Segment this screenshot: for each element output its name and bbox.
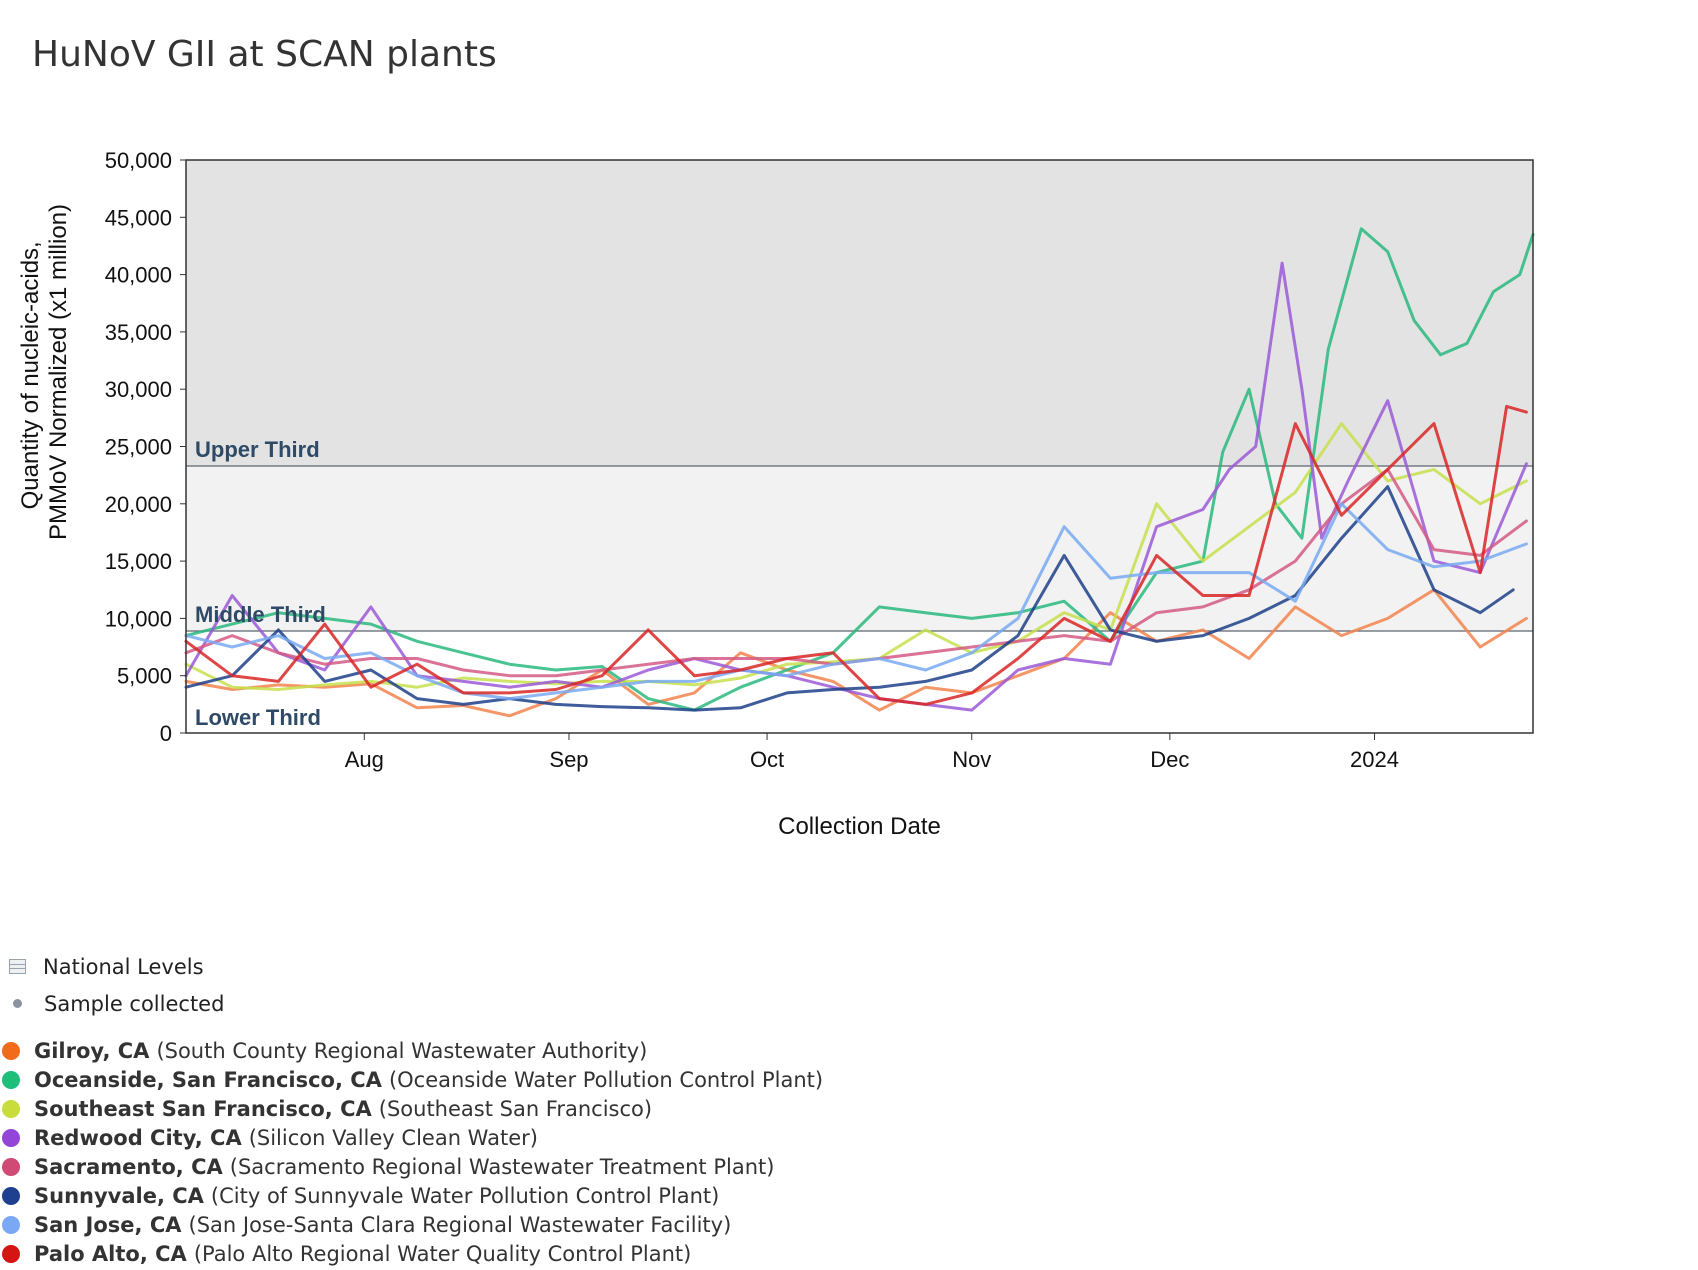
y-axis: 0 5,000 10,000 15,000 20,000 25,000 30,000 35,0… bbox=[105, 148, 186, 746]
legend-plant: (San Jose-Santa Clara Regional Wastewate… bbox=[188, 1212, 732, 1237]
legend-city: Sacramento, CA bbox=[34, 1154, 223, 1179]
x-axis: Aug Sep Oct Nov Dec 2024 bbox=[345, 733, 1399, 772]
legend-label: Sample collected bbox=[44, 991, 225, 1016]
legend-item-national-levels[interactable]: National Levels bbox=[0, 948, 1000, 985]
legend-city: San Jose, CA bbox=[34, 1212, 182, 1237]
y-tick-label: 35,000 bbox=[105, 320, 172, 345]
legend-site-list: Gilroy, CA (South County Regional Wastewa… bbox=[0, 1036, 1000, 1268]
x-tick-label: 2024 bbox=[1350, 747, 1399, 772]
y-tick-label: 45,000 bbox=[105, 205, 172, 230]
grid-icon bbox=[9, 959, 26, 974]
dot-icon bbox=[13, 999, 22, 1008]
legend-city: Southeast San Francisco, CA bbox=[34, 1096, 372, 1121]
x-tick-label: Sep bbox=[549, 747, 588, 772]
legend-plant: (South County Regional Wastewater Author… bbox=[156, 1038, 648, 1063]
legend-city: Palo Alto, CA bbox=[34, 1241, 187, 1266]
legend-plant: (City of Sunnyvale Water Pollution Contr… bbox=[210, 1183, 720, 1208]
y-tick-label: 5,000 bbox=[117, 664, 172, 689]
x-tick-label: Dec bbox=[1150, 747, 1189, 772]
band-label: Middle Third bbox=[195, 602, 326, 627]
series-color-dot-icon bbox=[2, 1099, 20, 1118]
series-color-dot-icon bbox=[2, 1215, 20, 1234]
x-axis-title: Collection Date bbox=[778, 813, 941, 840]
series-line bbox=[184, 502, 1528, 701]
legend-plant: (Silicon Valley Clean Water) bbox=[248, 1125, 538, 1150]
legend-item[interactable]: Southeast San Francisco, CA (Southeast Sa… bbox=[0, 1094, 1000, 1123]
band-labels: Lower Third Middle Third Upper Third bbox=[195, 437, 326, 730]
legend-plant: (Palo Alto Regional Water Quality Contro… bbox=[193, 1241, 692, 1266]
series-color-dot-icon bbox=[2, 1128, 20, 1147]
y-axis-title-line-2: PMMoV Normalized (x1 million) bbox=[45, 204, 72, 540]
y-tick-label: 0 bbox=[160, 721, 172, 746]
legend-meta: National Levels Sample collected bbox=[0, 948, 1000, 1022]
series-color-dot-icon bbox=[2, 1070, 20, 1089]
y-tick-label: 10,000 bbox=[105, 606, 172, 631]
legend-item[interactable]: Sacramento, CA (Sacramento Regional Waste… bbox=[0, 1152, 1000, 1181]
y-tick-label: 25,000 bbox=[105, 435, 172, 460]
chart-title: HuNoV GII at SCAN plants bbox=[32, 34, 497, 75]
legend-plant: (Southeast San Francisco) bbox=[378, 1096, 653, 1121]
series-lines bbox=[184, 227, 1535, 718]
legend-item[interactable]: Oceanside, San Francisco, CA (Oceanside W… bbox=[0, 1065, 1000, 1094]
y-tick-label: 20,000 bbox=[105, 492, 172, 517]
legend: National Levels Sample collected Gilroy,… bbox=[0, 948, 1000, 1268]
legend-label: National Levels bbox=[43, 954, 204, 979]
legend-item[interactable]: Gilroy, CA (South County Regional Wastewa… bbox=[0, 1036, 1000, 1065]
legend-item[interactable]: Palo Alto, CA (Palo Alto Regional Water Q… bbox=[0, 1239, 1000, 1268]
series-line bbox=[184, 588, 1528, 718]
series-color-dot-icon bbox=[2, 1186, 20, 1205]
legend-city: Redwood City, CA bbox=[34, 1125, 242, 1150]
band-upper-third bbox=[186, 160, 1533, 466]
legend-plant: (Sacramento Regional Wastewater Treatmen… bbox=[229, 1154, 775, 1179]
legend-city: Gilroy, CA bbox=[34, 1038, 150, 1063]
legend-city: Sunnyvale, CA bbox=[34, 1183, 204, 1208]
series-line bbox=[184, 404, 1528, 706]
legend-item[interactable]: Redwood City, CA (Silicon Valley Clean Wa… bbox=[0, 1123, 1000, 1152]
level-bands bbox=[186, 160, 1533, 733]
series-color-dot-icon bbox=[2, 1157, 20, 1176]
band-middle-third bbox=[186, 465, 1533, 632]
band-label: Lower Third bbox=[195, 705, 321, 730]
series-color-dot-icon bbox=[2, 1041, 20, 1060]
y-tick-label: 15,000 bbox=[105, 549, 172, 574]
y-axis-title: Quantity of nucleic-acids, PMMoV Normali… bbox=[17, 204, 72, 540]
band-label: Upper Third bbox=[195, 437, 320, 462]
y-axis-title-line-1: Quantity of nucleic-acids, bbox=[17, 241, 44, 509]
legend-item-sample-collected[interactable]: Sample collected bbox=[0, 985, 1000, 1022]
series-line bbox=[184, 227, 1535, 712]
y-tick-label: 50,000 bbox=[105, 148, 172, 173]
y-tick-label: 30,000 bbox=[105, 377, 172, 402]
legend-item[interactable]: San Jose, CA (San Jose-Santa Clara Region… bbox=[0, 1210, 1000, 1239]
legend-item[interactable]: Sunnyvale, CA (City of Sunnyvale Water Po… bbox=[0, 1181, 1000, 1210]
legend-city: Oceanside, San Francisco, CA bbox=[34, 1067, 382, 1092]
x-tick-label: Nov bbox=[952, 747, 991, 772]
line-chart: Lower Third Middle Third Upper Third 0 5,00… bbox=[17, 148, 1535, 840]
x-tick-label: Oct bbox=[750, 747, 784, 772]
legend-plant: (Oceanside Water Pollution Control Plant… bbox=[388, 1067, 824, 1092]
x-tick-label: Aug bbox=[345, 747, 384, 772]
series-color-dot-icon bbox=[2, 1244, 20, 1263]
band-lower-third bbox=[186, 631, 1533, 733]
y-tick-label: 40,000 bbox=[105, 263, 172, 288]
